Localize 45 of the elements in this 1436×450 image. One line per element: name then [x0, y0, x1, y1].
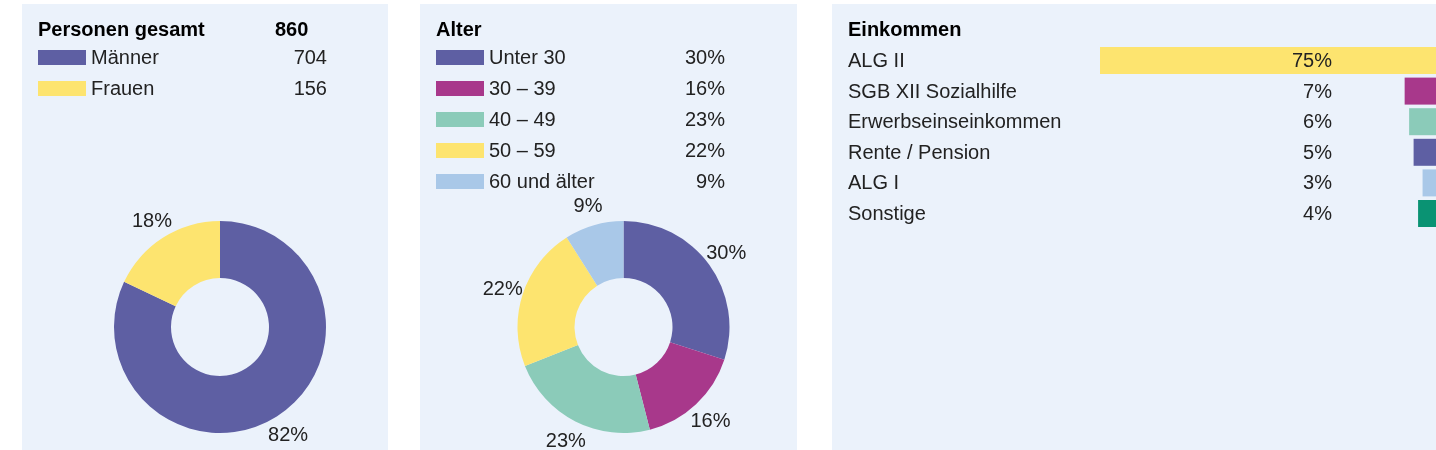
text: Einkommen [848, 18, 962, 41]
data-label: 82% [268, 423, 309, 446]
bar [1418, 199, 1436, 227]
bar [1409, 108, 1436, 136]
data-label: 3% [1302, 170, 1332, 196]
bar [1422, 169, 1436, 197]
bar [1404, 77, 1436, 105]
text: 30% [684, 46, 725, 68]
legend-label: 40 – 49 [489, 108, 557, 131]
y-tick-label: ALG II [848, 48, 906, 73]
donut-slice [566, 221, 624, 286]
data-label: 5% [1302, 139, 1332, 165]
text: 156 [292, 77, 327, 100]
bar [1100, 47, 1436, 74]
legend-label: 60 und älter [489, 170, 596, 193]
data-label: 7% [1302, 78, 1332, 104]
text: 704 [292, 46, 327, 69]
bar [1413, 138, 1436, 166]
data-label: 9% [573, 194, 603, 217]
y-tick-label: SGB XII Sozialhilfe [848, 78, 1018, 104]
data-label: 16% [690, 408, 731, 431]
data-label: 75% [1290, 48, 1332, 73]
text: 22% [684, 139, 725, 161]
data-label: 23% [545, 429, 587, 450]
chart-title: Personen gesamt [38, 18, 206, 41]
chart-title: Alter [436, 18, 483, 41]
y-tick-label: ALG I [848, 170, 901, 196]
legend-label: 30 – 39 [489, 77, 557, 100]
text: 9% [696, 170, 725, 192]
legend-label: Männer [91, 46, 160, 69]
text: 860 [275, 18, 309, 41]
data-label: 18% [131, 208, 173, 231]
legend-label: 50 – 59 [489, 139, 557, 162]
data-label: 4% [1302, 201, 1332, 226]
donut-slice [524, 345, 650, 433]
data-label: 30% [706, 241, 747, 264]
legend-label: Unter 30 [489, 46, 567, 69]
y-tick-label: Sonstige [848, 201, 927, 226]
data-label: 22% [482, 276, 523, 299]
legend-label: Frauen [91, 77, 156, 100]
y-tick-label: Erwerbseinseinkommen [848, 109, 1063, 135]
y-tick-label: Rente / Pension [848, 139, 992, 165]
text: 16% [684, 77, 725, 99]
data-label: 6% [1302, 109, 1332, 135]
text: 23% [684, 108, 725, 130]
